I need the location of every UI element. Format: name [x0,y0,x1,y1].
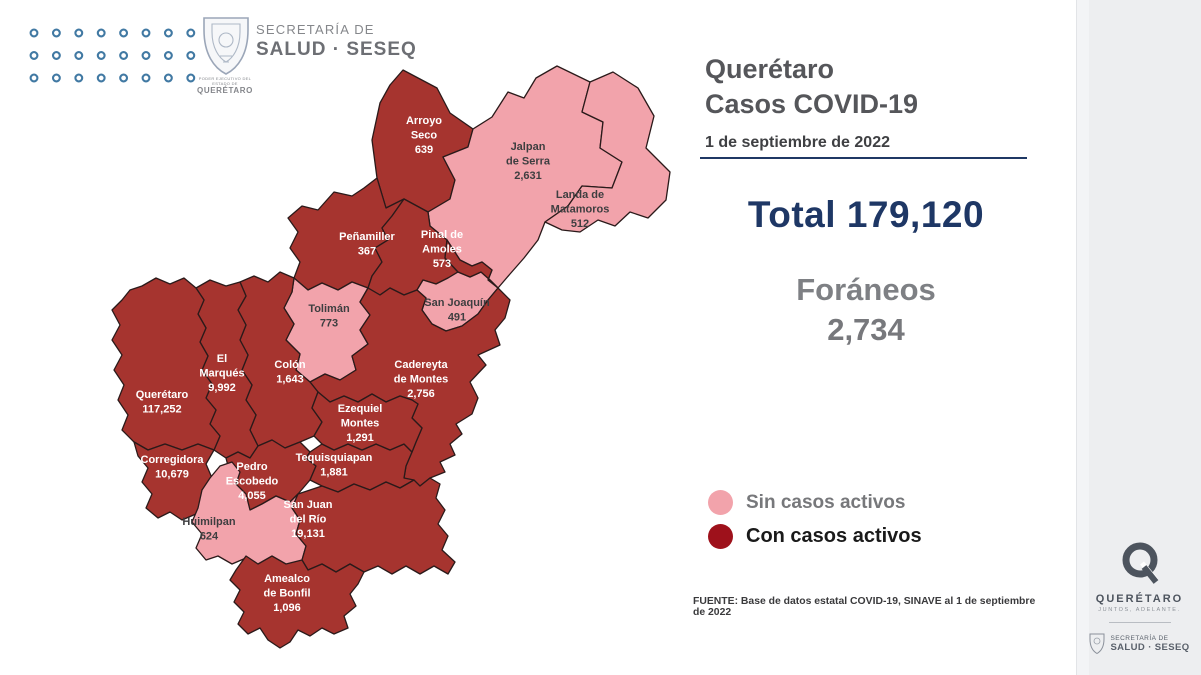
decorative-dot [51,73,61,83]
decorative-dot [29,51,39,60]
decorative-dot [186,51,196,60]
municipality-label-san-joaquin: San Joaquín 491 [424,297,490,324]
queretaro-logo-tagline: JUNTOS, ADELANTE. [1098,607,1181,613]
map-legend: Sin casos activos Con casos activos [708,490,922,558]
legend-item-sin-casos: Sin casos activos [708,490,922,515]
decorative-dots-grid [29,28,196,83]
decorative-dot [141,51,151,60]
sidebar-inner-strip [1077,0,1089,675]
decorative-dot [141,73,151,83]
decorative-dot [74,51,84,60]
decorative-dot [51,28,61,38]
decorative-dot [29,73,39,83]
municipality-label-ezequiel-montes: Ezequiel Montes 1,291 [338,403,383,444]
source-note: FUENTE: Base de datos estatal COVID-19, … [693,596,1036,618]
sidebar-divider [1108,622,1171,623]
municipality-label-cadereyta-de-montes: Cadereyta de Montes 2,756 [394,359,449,400]
sidebar-brand-top: SECRETARÍA DE [1110,635,1169,642]
decorative-dot [96,51,106,60]
municipality-label-san-juan-del-rio: San Juan del Río 19,131 [284,499,333,540]
decorative-dot [96,73,106,83]
sidebar-brand: SECRETARÍA DE SALUD · SESEQ [1077,633,1201,655]
municipality-label-el-marques: El Marqués 9,992 [199,353,244,394]
municipality-label-queretaro: Querétaro 117,252 [136,389,189,416]
foraneos-label: Foráneos [796,272,936,307]
municipality-label-landa-de-matamoros: Landa de Matamoros 512 [551,189,610,230]
decorative-dot [74,73,84,83]
queretaro-logo-name: QUERÉTARO [1095,593,1184,605]
decorative-dot [163,51,173,60]
decorative-dot [29,28,39,38]
total-cases: Total 179,120 [747,194,985,235]
sidebar-brand-bottom: SALUD · SESEQ [1110,642,1190,653]
legend-item-con-casos: Con casos activos [708,524,922,549]
page-title: Querétaro Casos COVID-19 [705,54,919,120]
decorative-dot [186,73,196,83]
decorative-dot [141,28,151,38]
decorative-dot [163,28,173,38]
municipality-label-jalpan-de-serra: Jalpan de Serra 2,631 [506,141,551,182]
municipality-shape-ezequiel-montes [311,391,423,453]
municipality-label-corregidora: Corregidora 10,679 [141,454,205,481]
header-brand-top: SECRETARÍA DE [256,22,375,37]
municipality-label-toliman: Tolimán 773 [308,303,350,330]
header-brand-bottom: SALUD · SESEQ [256,39,417,60]
decorative-dot [163,73,173,83]
queretaro-logo-block: QUERÉTARO JUNTOS, ADELANTE. SECRETARÍA D… [1077,540,1201,655]
foraneos-value: 2,734 [827,312,905,347]
decorative-dot [119,51,129,60]
report-date: 1 de septiembre de 2022 [705,134,890,151]
secretaria-salud-crest-icon [203,17,249,75]
decorative-dot [96,28,106,38]
divider-line [700,157,1027,159]
municipality-label-pinal-de-amoles: Pinal de Amoles 573 [421,229,463,270]
municipality-shape-san-juan-del-rio [291,477,456,575]
decorative-dot [119,73,129,83]
municipality-shape-amealco-de-bonfil [229,555,365,649]
decorative-dot [51,51,61,60]
municipality-label-penamiller: Peñamiller 367 [339,231,395,258]
municipality-label-pedro-escobedo: Pedro Escobedo 4,055 [226,461,279,502]
municipality-label-tequisquiapan: Tequisquiapan 1,881 [296,452,373,479]
header-brand-subtitle: PODER EJECUTIVO DEL ESTADO DE QUERÉTARO [197,76,253,95]
decorative-dot [119,28,129,38]
queretaro-q-icon [1122,542,1158,584]
legend-dot-sin-casos [708,490,733,515]
municipality-label-amealco-de-bonfil: Amealco de Bonfil 1,096 [263,573,310,614]
legend-dot-con-casos [708,524,733,549]
header-brand: SECRETARÍA DE SALUD · SESEQ [256,22,417,61]
right-sidebar: QUERÉTARO JUNTOS, ADELANTE. SECRETARÍA D… [1076,0,1201,675]
municipality-label-huimilpan: Huimilpan 624 [182,516,235,543]
municipality-label-arroyo-seco: Arroyo Seco 639 [406,115,442,156]
sidebar-crest-icon [1089,633,1105,655]
municipality-shape-landa-de-matamoros [544,71,671,233]
decorative-dot [186,28,196,38]
municipality-label-colon: Colón 1,643 [274,359,305,386]
decorative-dot [74,28,84,38]
